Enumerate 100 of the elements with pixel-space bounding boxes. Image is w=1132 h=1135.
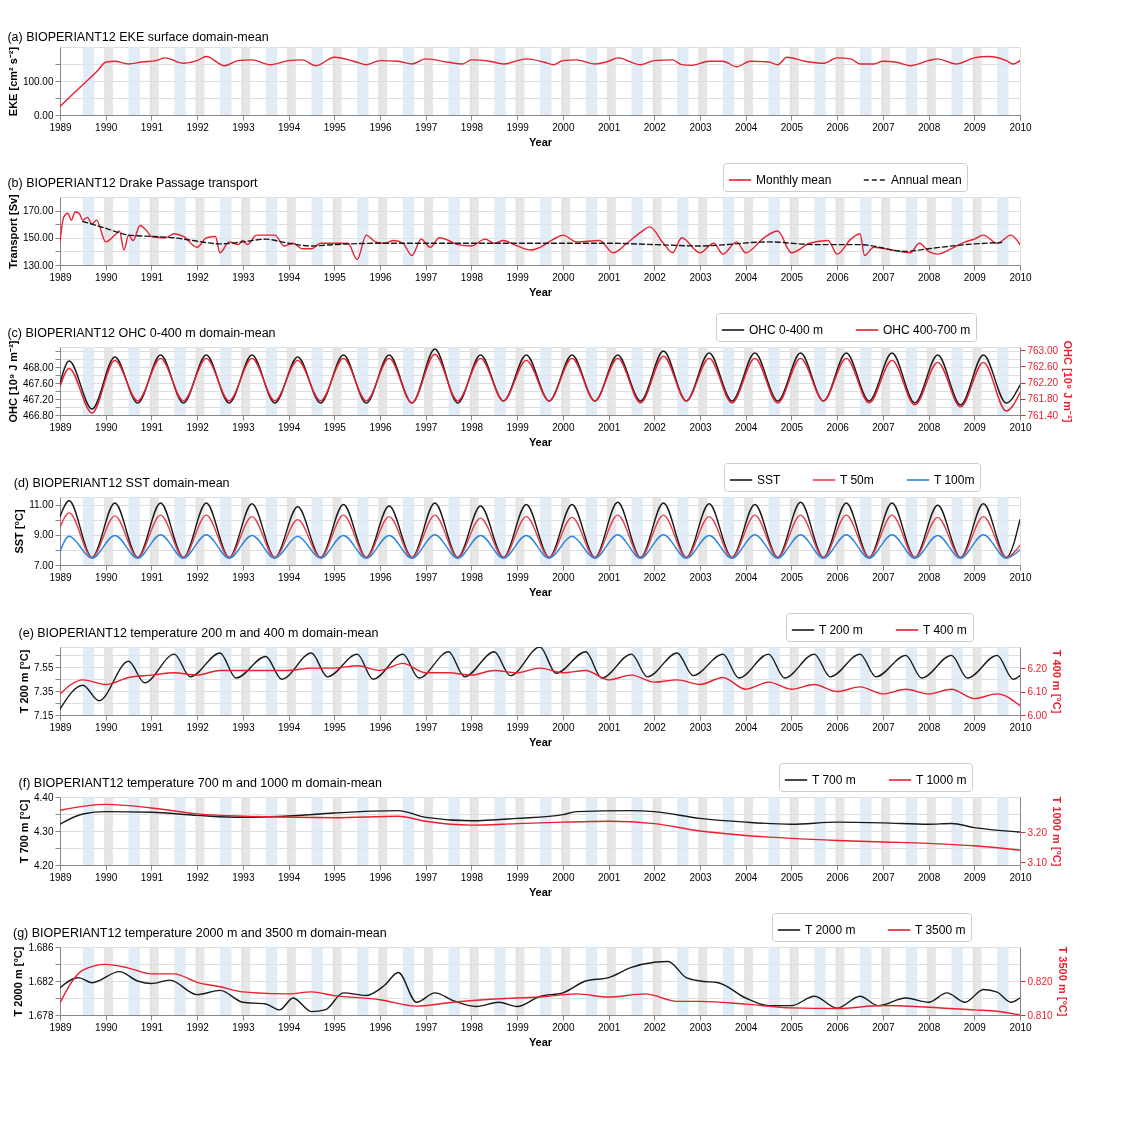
x-tick-label: 1991 — [140, 421, 164, 433]
x-tick-label: 2009 — [963, 121, 987, 133]
x-tick-label: 2006 — [826, 1021, 850, 1033]
x-tick-label: 1997 — [415, 871, 438, 883]
x-tick-label: 2007 — [872, 721, 895, 733]
y-axis-title: T 200 m [°C] — [18, 649, 31, 714]
y2-tick-label: 761.40 — [1027, 409, 1059, 421]
y2-tick-label: 763.00 — [1027, 344, 1059, 356]
x-tick-label: 2010 — [1009, 571, 1033, 583]
legend-label: T 50m — [840, 473, 874, 487]
x-tick-label: 2006 — [826, 721, 850, 733]
y2-tick-label: 761.80 — [1027, 393, 1059, 405]
x-tick-label: 2009 — [963, 571, 987, 583]
line-series — [60, 500, 1020, 559]
y-tick-label: 1.678 — [28, 1009, 54, 1021]
x-tick-label: 2002 — [643, 1021, 667, 1033]
chart-title: (e) BIOPERIANT12 temperature 200 m and 400 m domain-mean — [18, 626, 379, 640]
y2-tick-label: 6.20 — [1027, 662, 1048, 674]
y-tick-label: 9.00 — [34, 529, 54, 541]
x-tick-label: 1990 — [95, 271, 118, 283]
x-tick-label: 2000 — [552, 121, 575, 133]
x-tick-label: 1993 — [232, 571, 255, 583]
legend-label: OHC 400-700 m — [883, 323, 971, 337]
x-tick-label: 2000 — [552, 421, 575, 433]
x-tick-label: 2003 — [689, 271, 713, 283]
x-tick-label: 2007 — [872, 421, 895, 433]
x-tick-label: 2004 — [735, 721, 758, 733]
y-axis-title: T 2000 m [°C] — [12, 946, 25, 1017]
x-tick-label: 2003 — [689, 721, 713, 733]
x-tick-label: 1998 — [460, 721, 484, 733]
x-tick-label: 2008 — [917, 1021, 941, 1033]
x-tick-label: 1997 — [415, 421, 438, 433]
legend-label: OHC 0-400 m — [749, 323, 824, 337]
x-tick-label: 2006 — [826, 571, 850, 583]
y-tick-label: 130.00 — [22, 259, 54, 271]
x-tick-label: 2008 — [917, 721, 941, 733]
y-tick-label: 4.40 — [34, 791, 54, 803]
x-tick-label: 2009 — [963, 871, 987, 883]
x-tick-label: 1992 — [186, 571, 210, 583]
x-axis-title: Year — [528, 1035, 553, 1048]
x-tick-label: 1989 — [49, 721, 73, 733]
y2-tick-label: 6.10 — [1027, 686, 1048, 698]
x-tick-label: 2005 — [780, 421, 804, 433]
x-tick-label: 2008 — [917, 271, 941, 283]
x-tick-label: 1989 — [49, 421, 73, 433]
y-tick-label: 466.80 — [22, 409, 54, 421]
legend-label: SST — [757, 473, 782, 487]
x-tick-label: 2004 — [735, 421, 758, 433]
x-tick-label: 2008 — [917, 571, 941, 583]
x-tick-label: 2004 — [735, 121, 758, 133]
y-tick-label: 7.55 — [34, 661, 54, 673]
x-tick-label: 1996 — [369, 121, 393, 133]
x-tick-label: 1992 — [186, 871, 210, 883]
x-tick-label: 1989 — [49, 571, 73, 583]
y-axis-title: OHC [10⁹ J m⁻²] — [6, 340, 19, 423]
x-tick-label: 2001 — [597, 721, 621, 733]
x-tick-label: 1999 — [506, 121, 530, 133]
x-tick-label: 1998 — [460, 571, 484, 583]
x-tick-label: 1992 — [186, 271, 210, 283]
x-tick-label: 2000 — [552, 571, 575, 583]
x-tick-label: 1994 — [277, 271, 301, 283]
x-tick-label: 1997 — [415, 721, 438, 733]
x-tick-label: 1992 — [186, 421, 210, 433]
y2-axis-title: T 400 m [°C] — [1050, 649, 1063, 714]
legend-label: T 200 m — [819, 623, 863, 637]
x-tick-label: 1998 — [460, 271, 484, 283]
x-tick-label: 2001 — [597, 871, 621, 883]
x-tick-label: 1990 — [95, 871, 118, 883]
x-tick-label: 2008 — [917, 121, 941, 133]
line-series — [60, 803, 1020, 851]
y-tick-label: 7.15 — [34, 709, 54, 721]
x-tick-label: 1989 — [49, 871, 73, 883]
x-tick-label: 1999 — [506, 871, 530, 883]
x-tick-label: 1991 — [140, 571, 164, 583]
x-tick-label: 2000 — [552, 1021, 575, 1033]
x-tick-label: 2003 — [689, 121, 713, 133]
y2-tick-label: 762.60 — [1027, 360, 1059, 372]
chart-title: (b) BIOPERIANT12 Drake Passage transport — [7, 176, 259, 190]
x-tick-label: 2001 — [597, 421, 621, 433]
x-tick-label: 1995 — [323, 571, 347, 583]
y2-tick-label: 0.810 — [1027, 1009, 1053, 1021]
x-tick-label: 1995 — [323, 421, 347, 433]
x-tick-label: 1989 — [49, 1021, 73, 1033]
x-tick-label: 2009 — [963, 271, 987, 283]
x-axis-title: Year — [528, 285, 553, 298]
x-tick-label: 1995 — [323, 721, 347, 733]
x-tick-label: 1998 — [460, 121, 484, 133]
y2-axis-title: OHC [10⁹ J m⁻²] — [1062, 340, 1075, 423]
x-tick-label: 1993 — [232, 1021, 255, 1033]
line-series — [60, 662, 1020, 707]
x-tick-label: 2001 — [597, 571, 621, 583]
x-tick-label: 1996 — [369, 721, 393, 733]
x-tick-label: 2010 — [1009, 721, 1033, 733]
x-tick-label: 1993 — [232, 721, 255, 733]
x-tick-label: 2002 — [643, 871, 667, 883]
legend-label: Annual mean — [891, 173, 962, 187]
x-tick-label: 2006 — [826, 421, 850, 433]
line-series — [60, 809, 1020, 833]
x-tick-label: 2005 — [780, 1021, 804, 1033]
x-tick-label: 1995 — [323, 1021, 347, 1033]
